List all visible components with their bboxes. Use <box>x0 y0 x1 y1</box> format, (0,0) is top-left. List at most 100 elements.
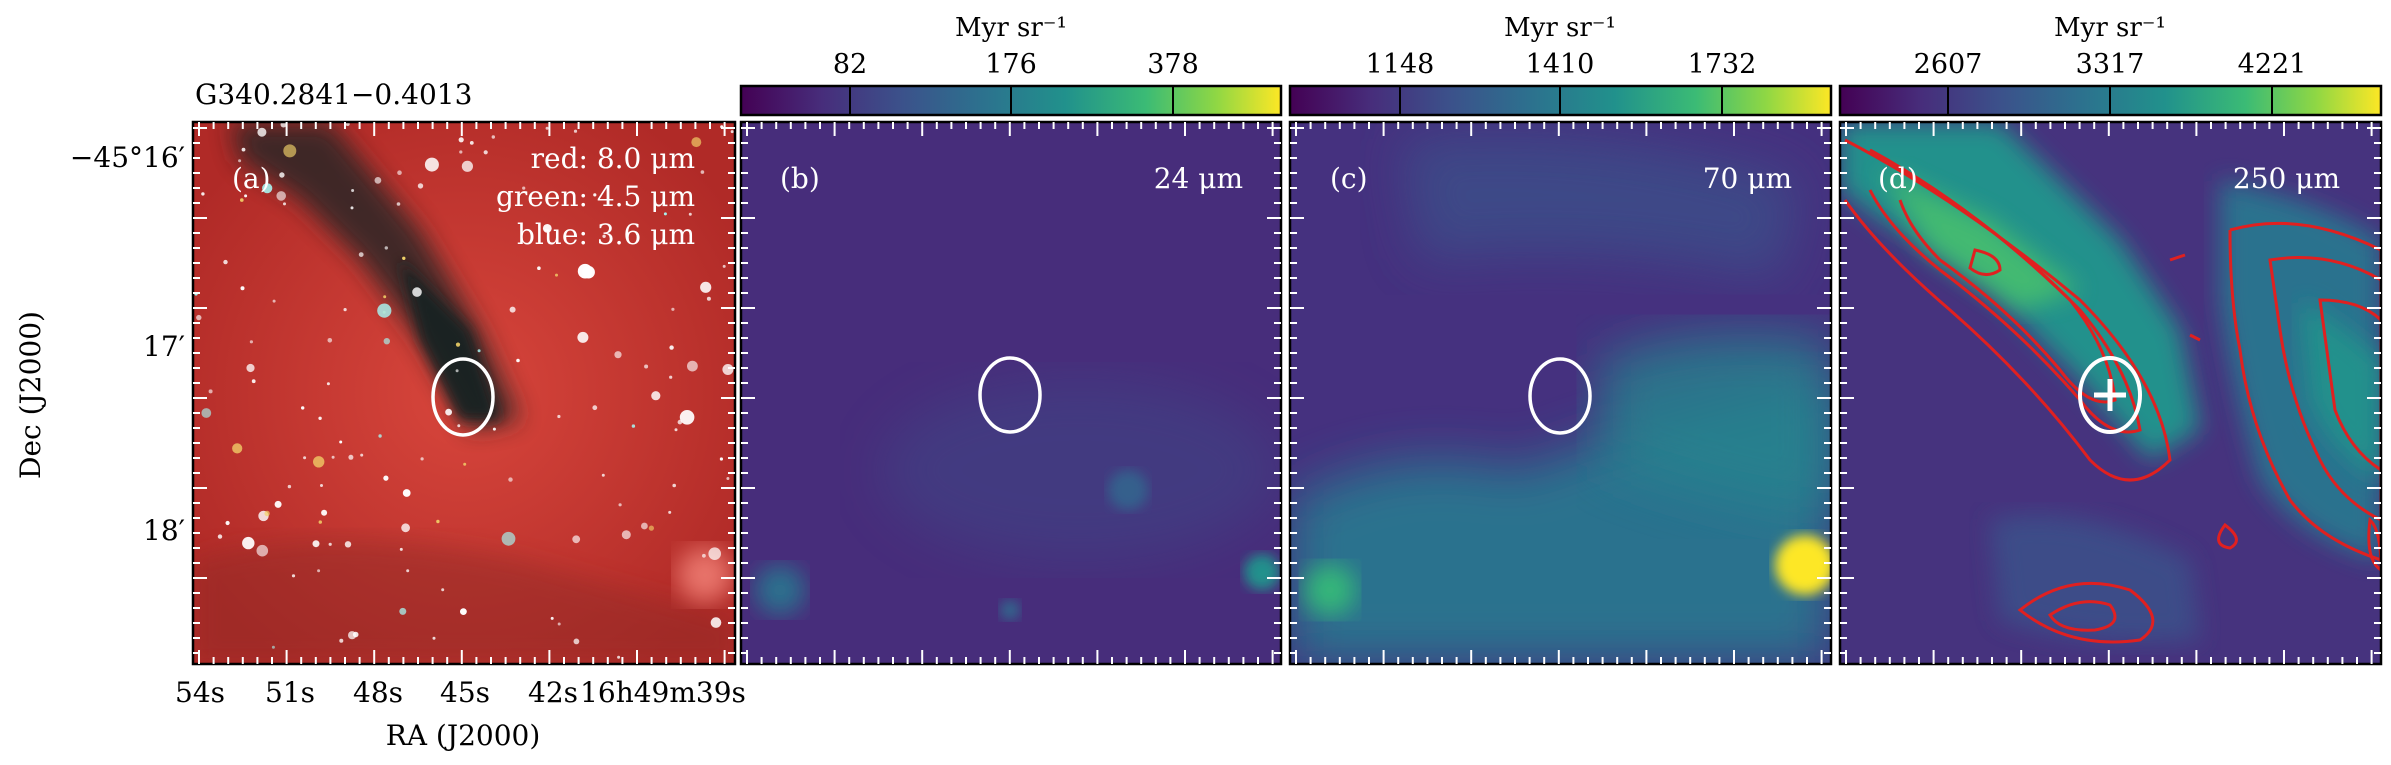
star <box>358 252 364 257</box>
star <box>313 456 325 468</box>
star <box>201 408 212 418</box>
colorbar-c-tick-1: 1148 <box>1366 49 1435 80</box>
star <box>669 345 674 350</box>
star <box>577 331 589 343</box>
star <box>671 307 675 311</box>
star <box>201 192 205 196</box>
ra-tick-label-1: 54s <box>175 676 225 709</box>
star <box>592 405 598 411</box>
star <box>537 266 541 271</box>
star <box>264 510 270 517</box>
ra-tick-label-3: 48s <box>353 676 403 709</box>
star <box>602 234 606 238</box>
colorbar-b-tick-3: 378 <box>1147 49 1199 80</box>
star <box>383 338 390 345</box>
colorbar-c-tick-2: 1410 <box>1526 49 1595 80</box>
contours <box>1843 138 2381 644</box>
colorbar-b-unit: Myr sr⁻¹ <box>955 13 1067 43</box>
star <box>401 523 410 533</box>
star <box>251 379 256 384</box>
star <box>283 144 297 158</box>
panel-c-frame <box>1288 120 1833 666</box>
star <box>557 622 561 626</box>
star <box>384 246 388 250</box>
star <box>710 617 722 628</box>
star <box>455 342 461 347</box>
star <box>223 259 228 265</box>
star <box>417 183 424 189</box>
contour-island <box>2217 522 2238 550</box>
bright-source <box>1775 535 1831 595</box>
emission-blob <box>1244 554 1280 590</box>
panel-b-tag: (b) <box>780 162 820 195</box>
star <box>621 530 631 540</box>
star <box>687 360 698 372</box>
star <box>383 475 389 481</box>
star <box>641 522 648 530</box>
band-label-blue: blue: 3.6 μm <box>517 218 695 251</box>
star <box>301 406 305 410</box>
star <box>412 287 422 297</box>
star <box>722 264 726 268</box>
star <box>249 340 253 344</box>
star <box>459 150 463 154</box>
star <box>343 308 347 312</box>
source-ellipse-a <box>431 357 495 437</box>
star <box>348 454 354 460</box>
ra-tick-label-5: 42s <box>528 676 578 709</box>
emission-blob <box>1000 600 1020 620</box>
star <box>573 129 578 133</box>
contour-east-1 <box>2228 221 2381 562</box>
panel-a-tag: (a) <box>232 162 271 195</box>
contour-east-2 <box>2268 256 2381 522</box>
star <box>272 299 276 303</box>
infrared-dark-cloud <box>400 260 500 420</box>
star <box>240 198 244 202</box>
colorbar-c-tick-3: 1732 <box>1688 49 1757 80</box>
star <box>455 369 459 373</box>
star <box>303 456 307 460</box>
star <box>383 295 387 299</box>
colorbar-c-unit: Myr sr⁻¹ <box>1504 13 1616 43</box>
star <box>573 638 580 645</box>
star <box>708 547 721 560</box>
star <box>545 126 549 130</box>
star <box>614 351 622 359</box>
star <box>318 416 322 420</box>
dec-tick-label-2: 17′ <box>143 330 185 363</box>
star <box>320 484 323 487</box>
emission-blob <box>755 565 805 615</box>
dec-tick-label-1: −45°16′ <box>70 141 185 174</box>
star <box>663 212 667 216</box>
star <box>542 224 552 233</box>
contour-east-3 <box>2318 298 2381 472</box>
star <box>217 534 223 539</box>
star-field <box>194 122 734 659</box>
panel-d-frame <box>1838 120 2383 666</box>
star <box>577 263 593 279</box>
panel-d-band: 250 μm <box>2233 162 2340 195</box>
star <box>344 541 352 548</box>
star <box>257 127 267 137</box>
star <box>377 303 392 318</box>
star <box>572 535 581 544</box>
star <box>508 477 513 482</box>
star <box>483 150 488 155</box>
panel-d <box>1840 122 2381 664</box>
star <box>348 631 357 640</box>
star <box>399 607 407 615</box>
star <box>339 440 343 444</box>
star <box>240 286 245 291</box>
star <box>555 273 558 277</box>
star <box>283 202 286 206</box>
star <box>509 306 516 313</box>
star <box>378 434 382 438</box>
contour-dot <box>2189 333 2201 342</box>
dark-lane-south <box>193 540 735 664</box>
star <box>679 410 695 425</box>
contour-east-4 <box>2367 516 2381 572</box>
star <box>469 141 474 145</box>
star <box>256 544 269 557</box>
star <box>274 500 282 508</box>
source-title: G340.2841−0.4013 <box>195 78 472 111</box>
